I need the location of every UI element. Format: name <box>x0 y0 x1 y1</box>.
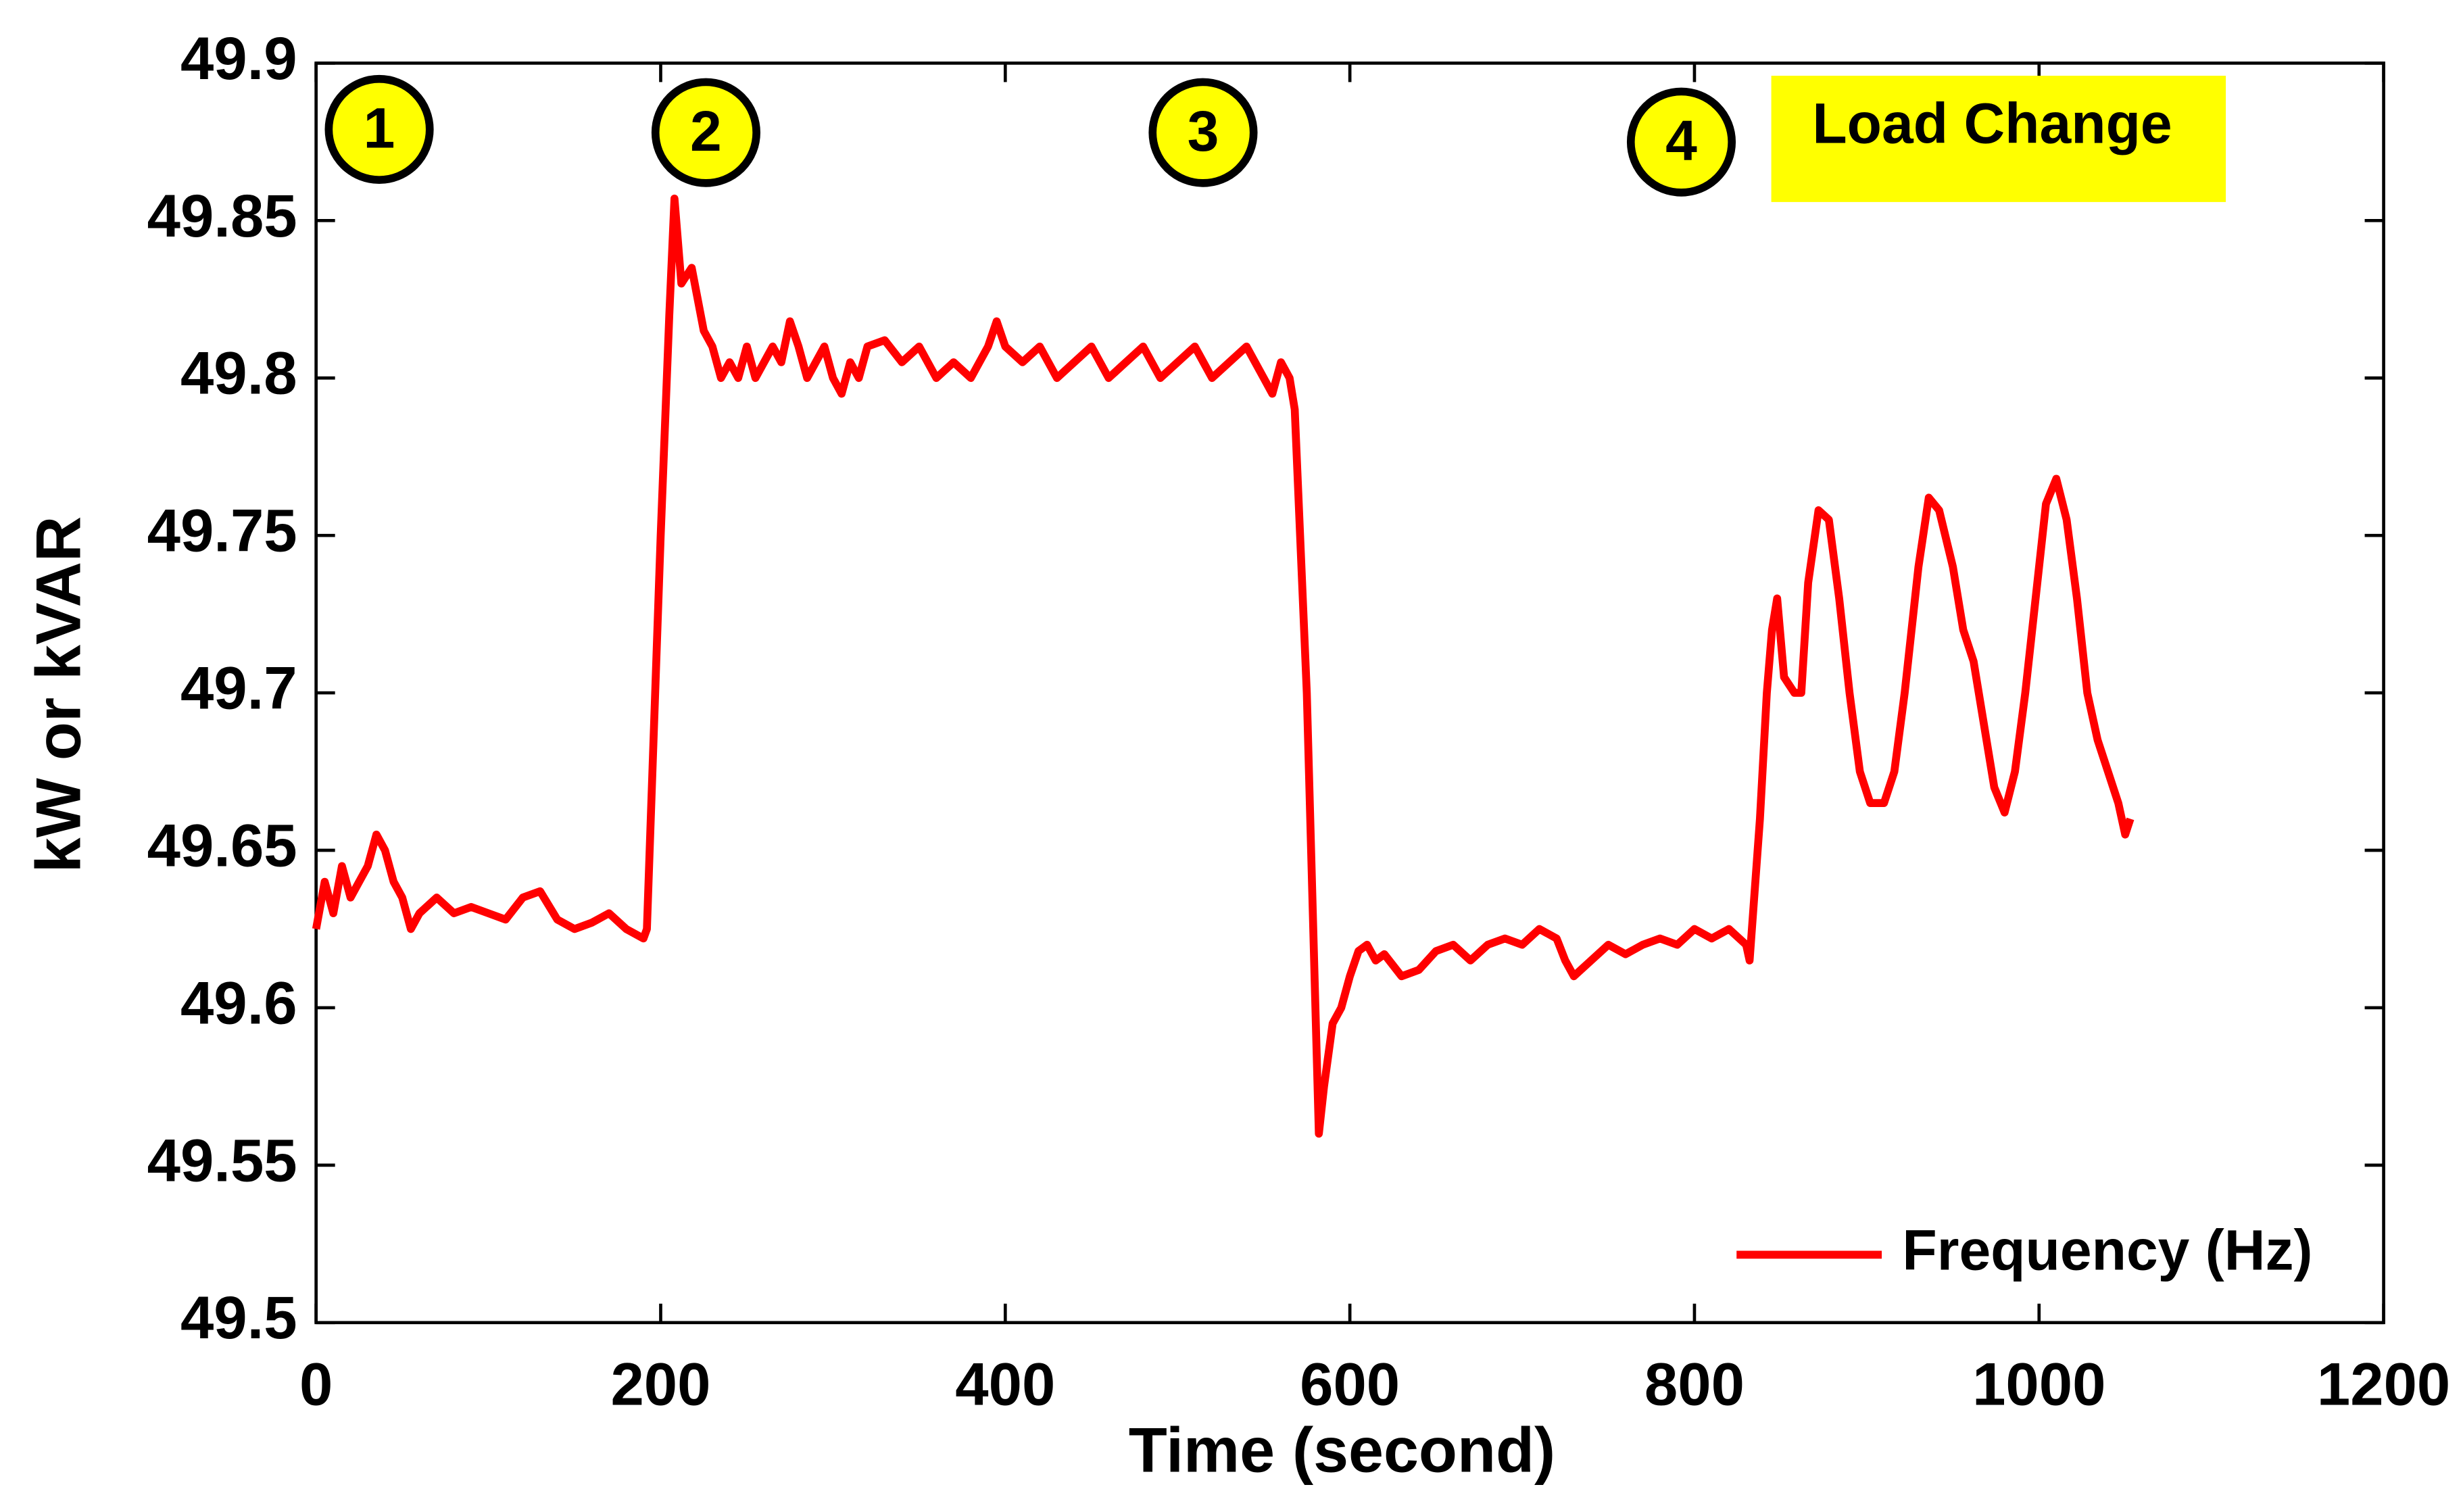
data-line <box>312 194 2135 1138</box>
x-tick-label: 800 <box>1644 1350 1745 1417</box>
y-tick-label: 49.7 <box>180 655 297 722</box>
x-tick-label: 200 <box>610 1350 710 1417</box>
annotation-box <box>1771 76 2226 202</box>
y-tick-label: 49.75 <box>147 497 297 564</box>
marker-label: 2 <box>690 99 722 163</box>
x-axis-label: Time (second) <box>1129 1415 1555 1486</box>
y-tick-label: 49.85 <box>147 182 297 249</box>
y-tick-label: 49.6 <box>180 969 297 1036</box>
legend-label: Frequency (Hz) <box>1902 1219 2312 1282</box>
y-tick-label: 49.65 <box>147 812 297 879</box>
y-tick-label: 49.55 <box>147 1127 297 1194</box>
y-tick-label: 49.9 <box>180 25 297 92</box>
annotation-label: Load Change <box>1812 91 2172 155</box>
y-axis-label: kW or kVAR <box>23 516 94 873</box>
marker-circle <box>324 74 434 185</box>
marker-circle <box>1148 78 1258 187</box>
x-tick-label: 1000 <box>1972 1350 2105 1417</box>
y-tick-label: 49.5 <box>180 1284 297 1351</box>
x-tick-label: 1200 <box>2317 1350 2450 1417</box>
x-tick-label: 400 <box>955 1350 1055 1417</box>
y-tick-label: 49.8 <box>180 340 297 407</box>
x-tick-label: 0 <box>299 1350 333 1417</box>
x-tick-label: 600 <box>1300 1350 1400 1417</box>
marker-label: 1 <box>364 96 395 160</box>
marker-label: 4 <box>1665 109 1697 172</box>
marker-label: 3 <box>1188 99 1219 163</box>
marker-circle <box>651 78 760 187</box>
marker-circle <box>1626 87 1736 197</box>
